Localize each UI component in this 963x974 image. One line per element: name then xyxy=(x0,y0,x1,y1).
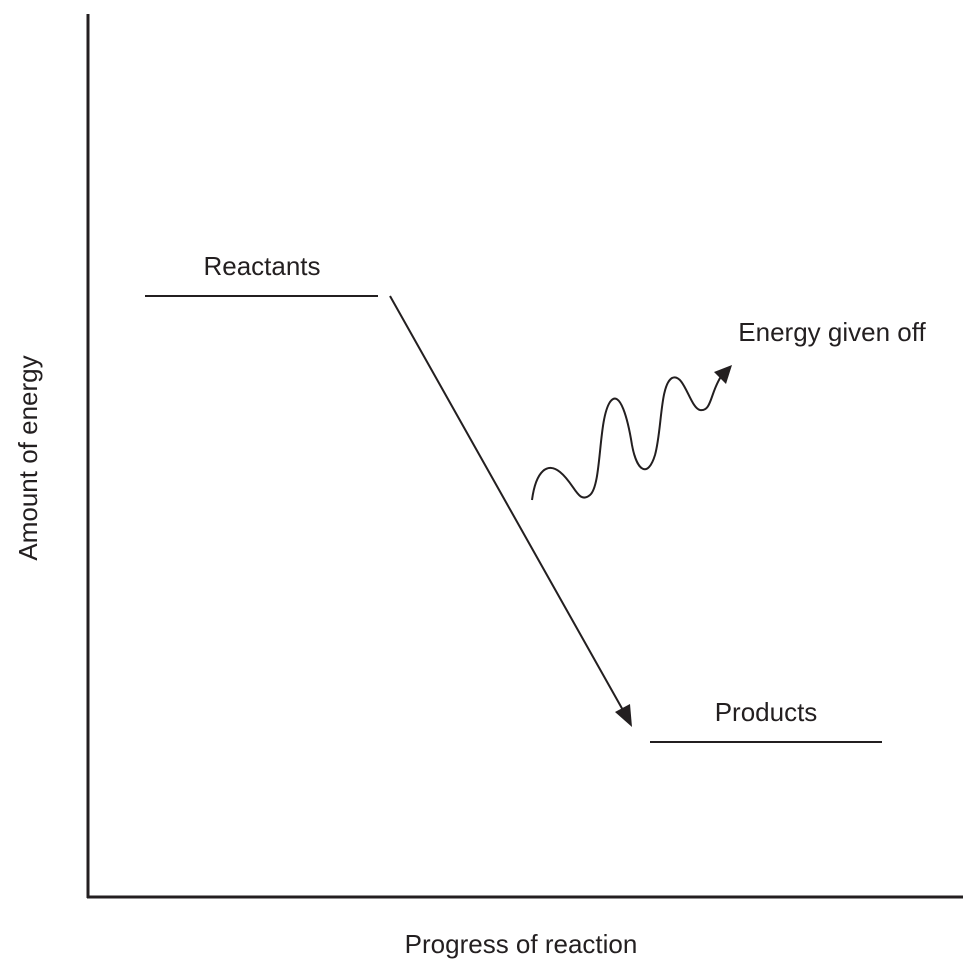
reaction-arrow xyxy=(389,295,625,713)
reactants-label: Reactants xyxy=(203,251,320,281)
energy-wave xyxy=(531,374,723,501)
x-axis-label: Progress of reaction xyxy=(405,929,638,959)
reaction-arrowhead xyxy=(615,704,632,727)
energy-label: Energy given off xyxy=(738,317,926,347)
y-axis-label: Amount of energy xyxy=(13,355,43,560)
energy-arrowhead xyxy=(714,365,732,384)
products-label: Products xyxy=(715,697,818,727)
